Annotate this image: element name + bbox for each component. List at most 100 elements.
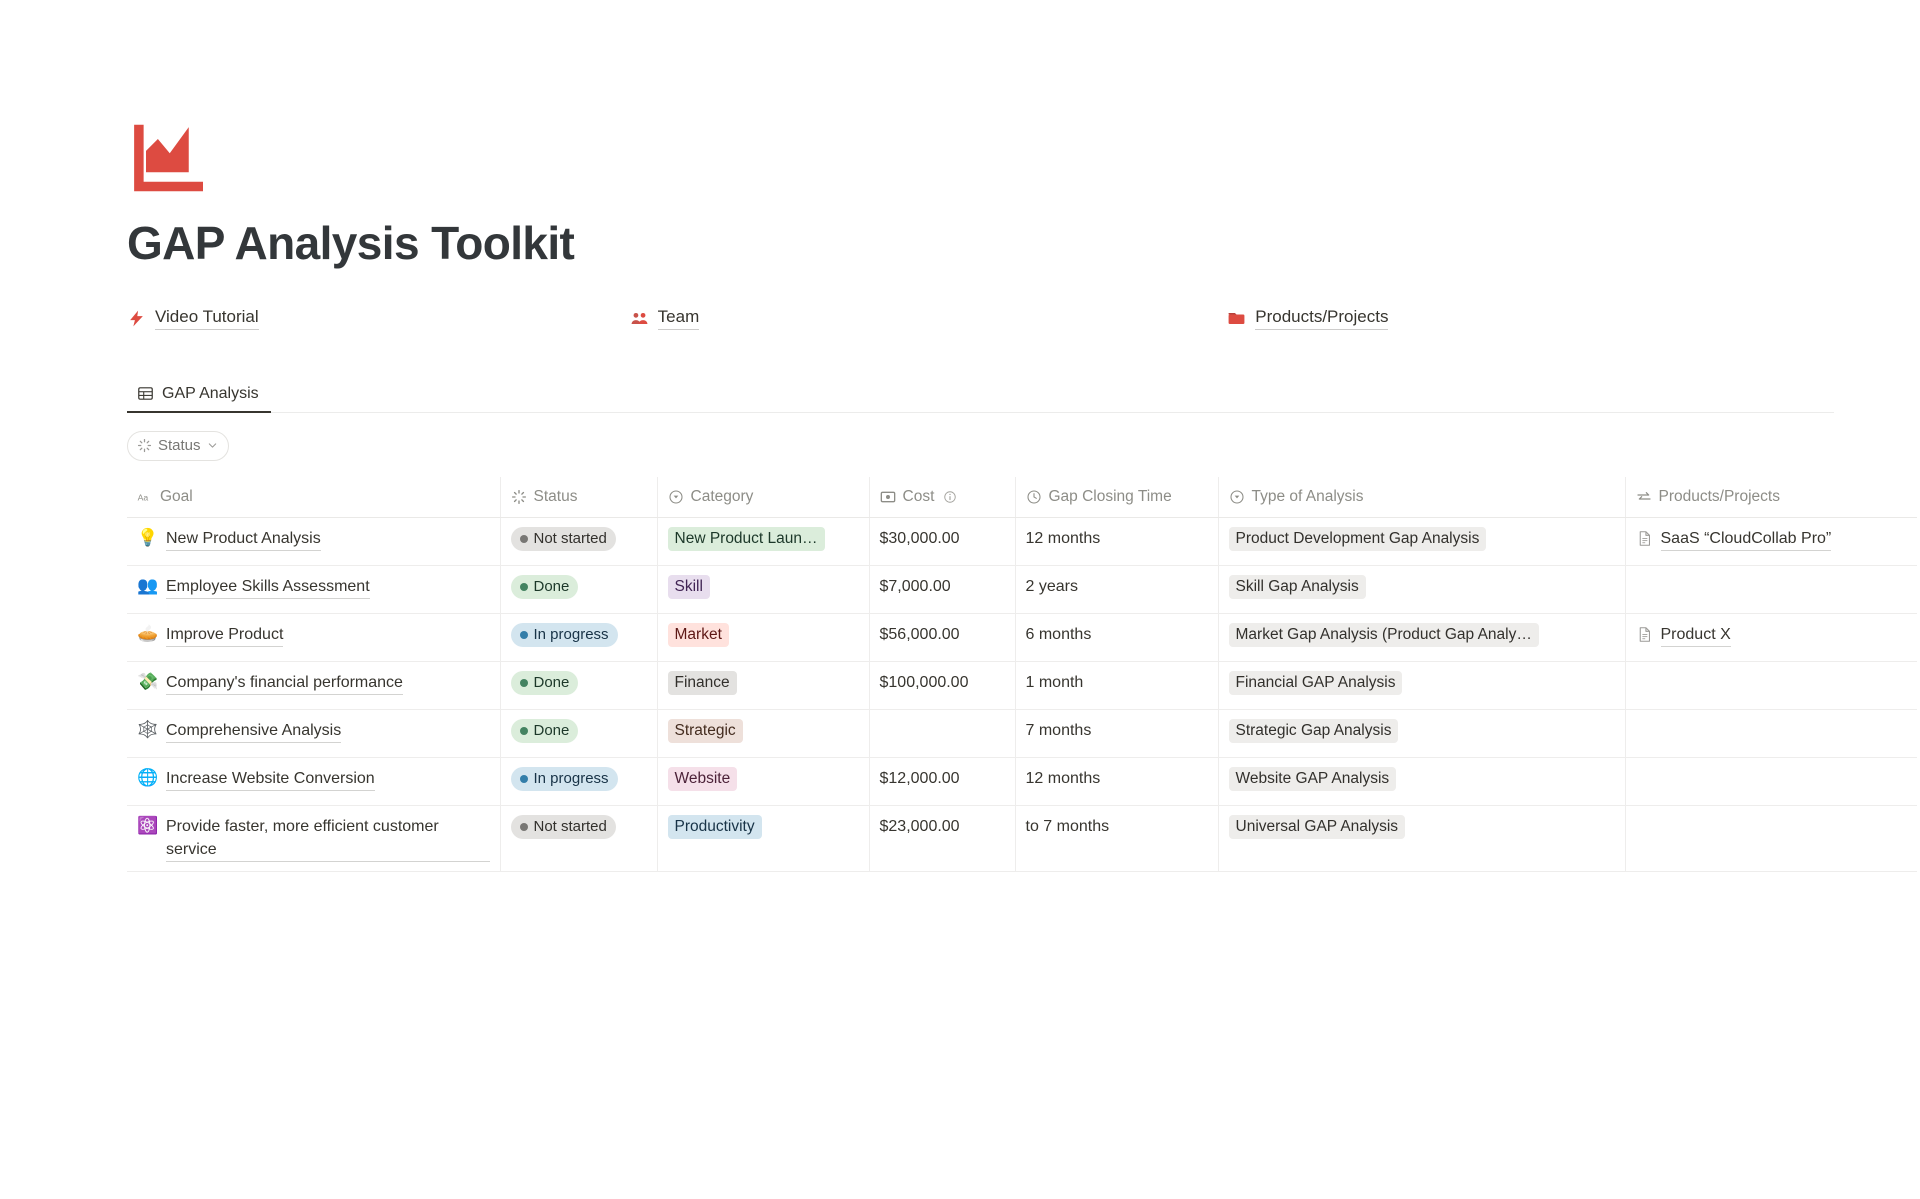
cell-gap-closing-time[interactable]: 7 months bbox=[1014, 709, 1218, 758]
cell-cost[interactable]: $30,000.00 bbox=[868, 517, 1015, 566]
cell-type-of-analysis[interactable]: Strategic Gap Analysis bbox=[1217, 709, 1625, 758]
column-header-gap-closing-time[interactable]: Gap Closing Time bbox=[1014, 476, 1218, 518]
cell-status[interactable]: Not started bbox=[499, 805, 657, 872]
analysis-type-tag: Market Gap Analysis (Product Gap Analy… bbox=[1228, 622, 1539, 647]
cell-type-of-analysis[interactable]: Universal GAP Analysis bbox=[1217, 805, 1625, 872]
cell-cost[interactable]: $100,000.00 bbox=[868, 661, 1015, 710]
filter-status[interactable]: Status bbox=[127, 430, 229, 461]
cell-category[interactable]: Strategic bbox=[656, 709, 869, 758]
cell-products-projects[interactable] bbox=[1624, 661, 1917, 710]
status-label: Not started bbox=[533, 530, 607, 548]
cell-products-projects[interactable] bbox=[1624, 757, 1917, 806]
cell-gap-closing-time[interactable]: 6 months bbox=[1014, 613, 1218, 662]
cell-products-projects[interactable] bbox=[1624, 565, 1917, 614]
cell-goal[interactable]: 💡 New Product Analysis bbox=[127, 517, 500, 566]
cell-category[interactable]: Finance bbox=[656, 661, 869, 710]
column-label: Products/Projects bbox=[1658, 487, 1780, 505]
relation-chip: SaaS “CloudCollab Pro” bbox=[1636, 527, 1832, 551]
cell-goal[interactable]: ⚛️ Provide faster, more efficient custom… bbox=[127, 805, 500, 872]
info-circle-icon[interactable] bbox=[943, 490, 957, 504]
goal-title[interactable]: Employee Skills Assessment bbox=[166, 575, 370, 599]
cell-status[interactable]: Not started bbox=[499, 517, 657, 566]
cell-type-of-analysis[interactable]: Website GAP Analysis bbox=[1217, 757, 1625, 806]
cell-category[interactable]: Skill bbox=[656, 565, 869, 614]
cell-category[interactable]: Productivity bbox=[656, 805, 869, 872]
table-row[interactable]: 🥧 Improve Product In progress Market $56 bbox=[127, 613, 1917, 662]
link-label: Products/Projects bbox=[1255, 307, 1389, 331]
cell-cost[interactable]: $7,000.00 bbox=[868, 565, 1015, 614]
page-title: GAP Analysis Toolkit bbox=[127, 217, 575, 269]
table-row[interactable]: 🕸️ Comprehensive Analysis Done Strategic bbox=[127, 709, 1917, 758]
lightning-bolt-icon bbox=[130, 310, 143, 327]
cell-products-projects[interactable]: Product X bbox=[1624, 613, 1917, 662]
cell-cost[interactable]: $56,000.00 bbox=[868, 613, 1015, 662]
status-badge: Done bbox=[510, 670, 579, 695]
goal-title[interactable]: Improve Product bbox=[166, 623, 284, 647]
globe-icon: 🌐 bbox=[137, 767, 159, 787]
link-team[interactable]: Team bbox=[630, 307, 700, 331]
cell-cost[interactable]: $12,000.00 bbox=[868, 757, 1015, 806]
column-header-type-of-analysis[interactable]: Type of Analysis bbox=[1217, 476, 1625, 518]
cell-type-of-analysis[interactable]: Product Development Gap Analysis bbox=[1217, 517, 1625, 566]
column-header-status[interactable]: Status bbox=[499, 476, 657, 518]
status-dot bbox=[519, 630, 528, 639]
goal-title[interactable]: Comprehensive Analysis bbox=[166, 719, 342, 743]
cell-goal[interactable]: 🥧 Improve Product bbox=[127, 613, 500, 662]
status-label: Not started bbox=[533, 818, 607, 836]
column-label: Status bbox=[533, 487, 578, 505]
goal-title[interactable]: Provide faster, more efficient customer … bbox=[166, 815, 490, 862]
cell-products-projects[interactable]: SaaS “CloudCollab Pro” bbox=[1624, 517, 1917, 566]
column-header-goal[interactable]: Aa Goal bbox=[127, 476, 500, 518]
status-dot bbox=[519, 774, 528, 783]
goal-title[interactable]: Company's financial performance bbox=[166, 671, 403, 695]
link-products-projects[interactable]: Products/Projects bbox=[1227, 307, 1389, 331]
cell-goal[interactable]: 🌐 Increase Website Conversion bbox=[127, 757, 500, 806]
tab-gap-analysis[interactable]: GAP Analysis bbox=[127, 375, 271, 413]
goal-title[interactable]: New Product Analysis bbox=[166, 527, 321, 551]
cell-cost[interactable]: $23,000.00 bbox=[868, 805, 1015, 872]
cell-gap-closing-time[interactable]: 12 months bbox=[1014, 757, 1218, 806]
column-header-category[interactable]: Category bbox=[656, 476, 869, 518]
cell-gap-closing-time[interactable]: to 7 months bbox=[1014, 805, 1218, 872]
cell-category[interactable]: Market bbox=[656, 613, 869, 662]
cell-gap-closing-time[interactable]: 12 months bbox=[1014, 517, 1218, 566]
cell-status[interactable]: Done bbox=[499, 661, 657, 710]
table-body: 💡 New Product Analysis Not started New P… bbox=[127, 517, 1917, 872]
cell-goal[interactable]: 👥 Employee Skills Assessment bbox=[127, 565, 500, 614]
relation-label[interactable]: SaaS “CloudCollab Pro” bbox=[1660, 527, 1832, 551]
table-row[interactable]: 💡 New Product Analysis Not started New P… bbox=[127, 517, 1917, 566]
cell-cost[interactable] bbox=[868, 709, 1015, 758]
table-row[interactable]: ⚛️ Provide faster, more efficient custom… bbox=[127, 805, 1917, 872]
column-header-cost[interactable]: Cost bbox=[868, 476, 1015, 518]
cell-type-of-analysis[interactable]: Market Gap Analysis (Product Gap Analy… bbox=[1217, 613, 1625, 662]
cell-status[interactable]: In progress bbox=[499, 613, 657, 662]
status-dot bbox=[519, 534, 528, 543]
relation-label[interactable]: Product X bbox=[1660, 623, 1731, 647]
cell-category[interactable]: New Product Laun… bbox=[656, 517, 869, 566]
spinner-status-icon bbox=[137, 439, 152, 453]
table-row[interactable]: 🌐 Increase Website Conversion In progres… bbox=[127, 757, 1917, 806]
table-row[interactable]: 👥 Employee Skills Assessment Done Skill bbox=[127, 565, 1917, 614]
cell-goal[interactable]: 🕸️ Comprehensive Analysis bbox=[127, 709, 500, 758]
status-label: In progress bbox=[533, 626, 609, 644]
relation-chip: Product X bbox=[1636, 623, 1731, 647]
cell-category[interactable]: Website bbox=[656, 757, 869, 806]
link-video-tutorial[interactable]: Video Tutorial bbox=[127, 307, 259, 331]
table-row[interactable]: 💸 Company's financial performance Done F… bbox=[127, 661, 1917, 710]
cell-gap-closing-time[interactable]: 2 years bbox=[1014, 565, 1218, 614]
column-header-products-projects[interactable]: Products/Projects bbox=[1624, 476, 1917, 518]
cell-status[interactable]: In progress bbox=[499, 757, 657, 806]
cell-products-projects[interactable] bbox=[1624, 709, 1917, 758]
cell-goal[interactable]: 💸 Company's financial performance bbox=[127, 661, 500, 710]
cell-type-of-analysis[interactable]: Skill Gap Analysis bbox=[1217, 565, 1625, 614]
cell-status[interactable]: Done bbox=[499, 565, 657, 614]
analysis-type-tag: Financial GAP Analysis bbox=[1228, 670, 1403, 695]
cell-type-of-analysis[interactable]: Financial GAP Analysis bbox=[1217, 661, 1625, 710]
cell-gap-closing-time[interactable]: 1 month bbox=[1014, 661, 1218, 710]
tab-label: GAP Analysis bbox=[162, 384, 259, 402]
goal-title[interactable]: Increase Website Conversion bbox=[166, 767, 375, 791]
cell-products-projects[interactable] bbox=[1624, 805, 1917, 872]
column-label: Type of Analysis bbox=[1251, 487, 1364, 505]
cell-status[interactable]: Done bbox=[499, 709, 657, 758]
